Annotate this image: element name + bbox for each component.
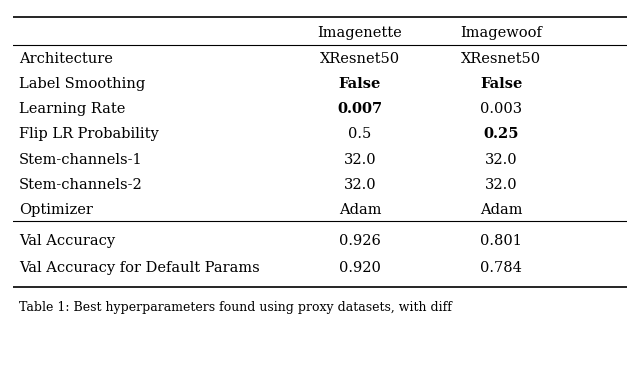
Text: Val Accuracy: Val Accuracy — [19, 234, 115, 248]
Text: 32.0: 32.0 — [485, 152, 518, 167]
Text: 0.926: 0.926 — [339, 234, 381, 248]
Text: XResnet50: XResnet50 — [320, 51, 400, 66]
Text: Stem-channels-1: Stem-channels-1 — [19, 152, 143, 167]
Text: 0.003: 0.003 — [480, 102, 522, 116]
Text: Adam: Adam — [339, 203, 381, 217]
Text: 32.0: 32.0 — [485, 178, 518, 192]
Text: Adam: Adam — [480, 203, 522, 217]
Text: False: False — [480, 77, 522, 91]
Text: Optimizer: Optimizer — [19, 203, 93, 217]
Text: Label Smoothing: Label Smoothing — [19, 77, 145, 91]
Text: Imagenette: Imagenette — [317, 26, 403, 40]
Text: 32.0: 32.0 — [344, 178, 376, 192]
Text: XResnet50: XResnet50 — [461, 51, 541, 66]
Text: 0.5: 0.5 — [348, 127, 372, 141]
Text: 0.784: 0.784 — [480, 261, 522, 275]
Text: Table 1: Best hyperparameters found using proxy datasets, with diff: Table 1: Best hyperparameters found usin… — [19, 301, 452, 314]
Text: 32.0: 32.0 — [344, 152, 376, 167]
Text: False: False — [339, 77, 381, 91]
Text: Flip LR Probability: Flip LR Probability — [19, 127, 159, 141]
Text: Learning Rate: Learning Rate — [19, 102, 125, 116]
Text: Imagewoof: Imagewoof — [460, 26, 542, 40]
Text: 0.25: 0.25 — [483, 127, 519, 141]
Text: 0.801: 0.801 — [480, 234, 522, 248]
Text: Architecture: Architecture — [19, 51, 113, 66]
Text: 0.920: 0.920 — [339, 261, 381, 275]
Text: 0.007: 0.007 — [337, 102, 383, 116]
Text: Stem-channels-2: Stem-channels-2 — [19, 178, 143, 192]
Text: Val Accuracy for Default Params: Val Accuracy for Default Params — [19, 261, 260, 275]
